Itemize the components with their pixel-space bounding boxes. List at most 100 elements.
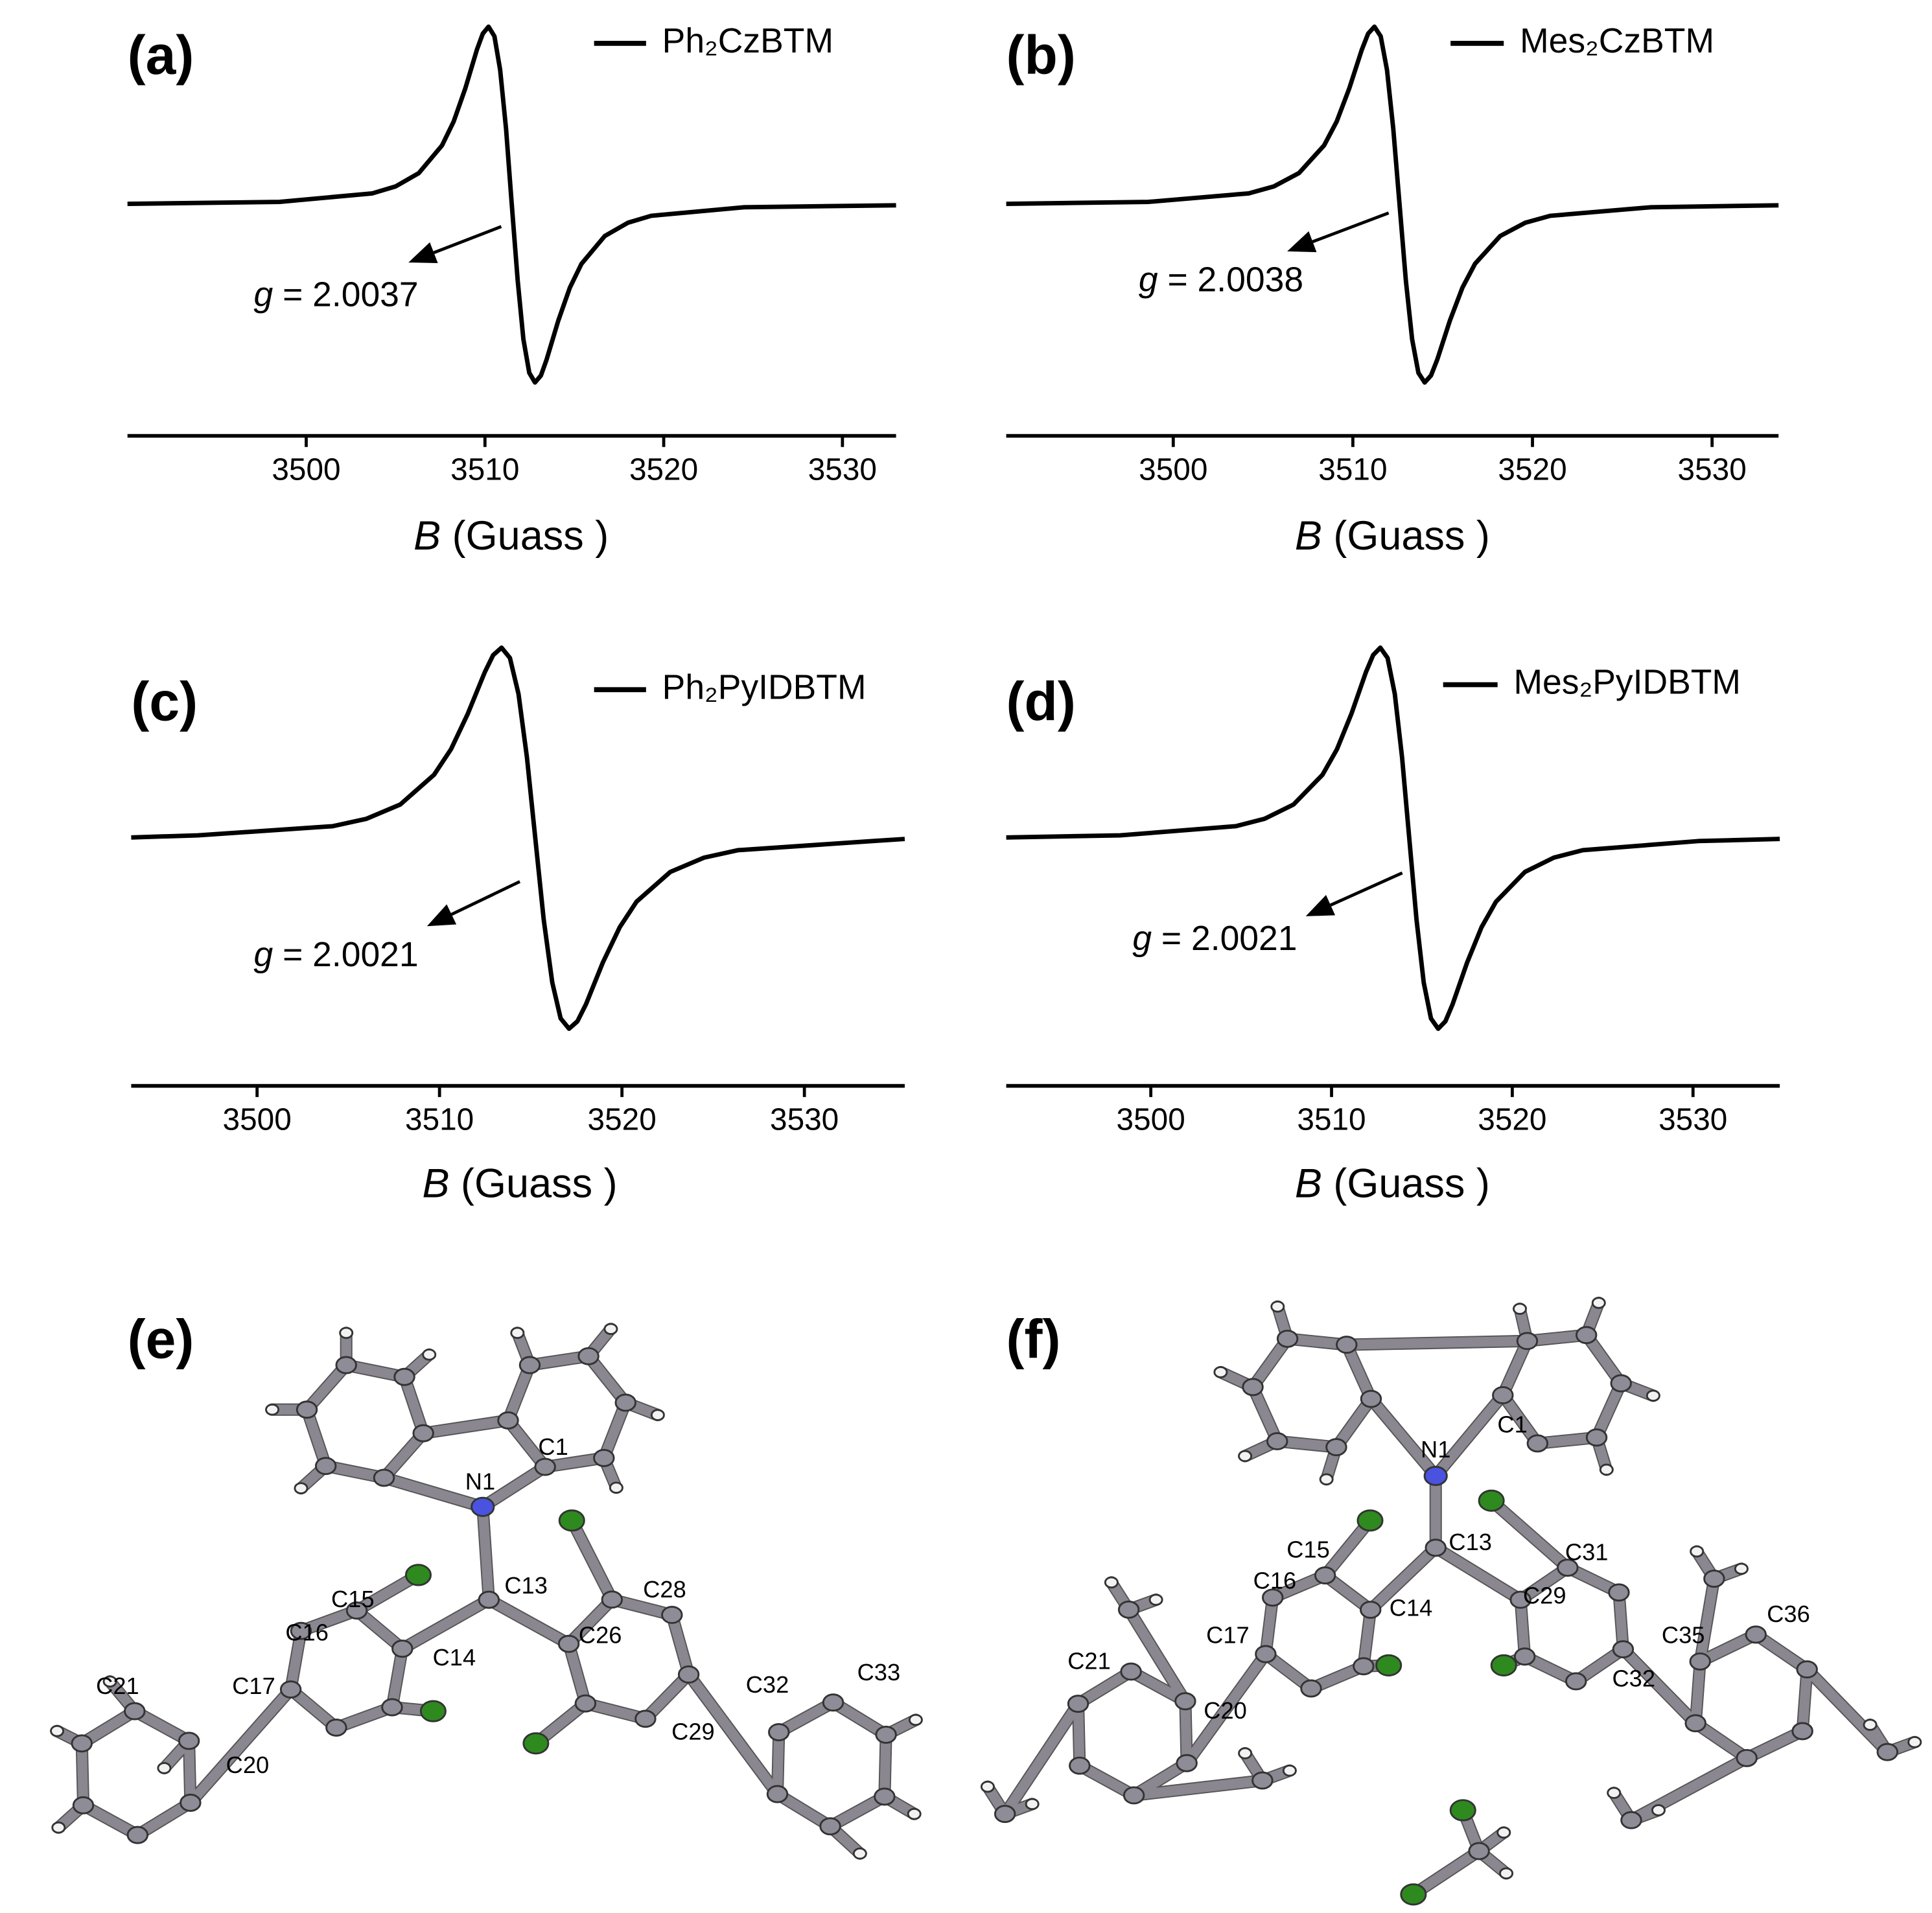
panel-label: (c)	[131, 671, 198, 732]
axis-unit: (Guass )	[461, 1161, 618, 1206]
bond	[667, 1610, 694, 1680]
arrow-shaft	[1312, 211, 1390, 244]
atom	[661, 1605, 683, 1624]
atom	[422, 1349, 437, 1361]
atom	[1585, 1428, 1608, 1447]
atom	[419, 1700, 447, 1722]
atom	[1565, 1672, 1587, 1691]
atom	[1319, 1473, 1334, 1486]
atom	[126, 1826, 149, 1844]
atom	[1684, 1714, 1706, 1733]
arrow-head	[426, 904, 457, 927]
annotation-value: = 2.0037	[283, 276, 419, 314]
atom-label: C21	[1067, 1648, 1111, 1675]
atom	[1496, 1826, 1511, 1839]
x-tick-label: 3520	[1498, 453, 1566, 487]
atom-label: C13	[504, 1572, 548, 1599]
legend-label: Ph₂CzBTM	[662, 22, 833, 60]
atom	[1876, 1743, 1898, 1761]
spectrum-line	[1006, 645, 1780, 1031]
atom	[1282, 1765, 1297, 1777]
x-axis-label: B (Guass )	[1295, 513, 1490, 559]
arrow-shaft	[450, 880, 521, 916]
atom	[1608, 1583, 1630, 1602]
atom	[1255, 1645, 1277, 1664]
atom-label: C21	[96, 1673, 139, 1699]
arrow-shaft	[1330, 871, 1403, 907]
bond	[285, 1626, 307, 1695]
atom-label: C32	[746, 1671, 789, 1698]
atom	[1375, 1654, 1402, 1676]
bond	[301, 1360, 351, 1415]
annotation: g = 2.0021	[253, 936, 418, 974]
panel-label: (a)	[128, 25, 194, 86]
atom-label: N1	[1421, 1436, 1450, 1463]
atom-label: N1	[465, 1468, 495, 1495]
bond	[418, 1415, 513, 1439]
bond	[478, 1461, 550, 1512]
bond	[1430, 1390, 1508, 1481]
atom	[294, 1482, 308, 1494]
atom	[393, 1367, 415, 1386]
panel-label: (e)	[128, 1308, 194, 1369]
atom	[178, 1732, 200, 1750]
x-axis-label: B (Guass )	[423, 1161, 618, 1206]
atom	[1478, 1489, 1505, 1512]
bond	[1366, 1394, 1441, 1481]
atom	[1242, 1378, 1264, 1397]
bond	[1695, 1573, 1719, 1667]
atom	[345, 1601, 368, 1620]
panel-label: (b)	[1007, 25, 1076, 86]
atom-label: C29	[1523, 1582, 1566, 1608]
atom	[279, 1680, 302, 1699]
atom-label: C17	[232, 1673, 275, 1699]
atom	[180, 1793, 202, 1812]
atom	[325, 1718, 347, 1737]
atom	[601, 1590, 623, 1609]
atom	[1025, 1798, 1040, 1811]
atom	[577, 1347, 599, 1365]
atom	[1356, 1509, 1384, 1532]
atom	[1513, 1647, 1536, 1666]
atom	[1360, 1601, 1382, 1619]
atom	[557, 1634, 580, 1653]
atom	[822, 1693, 844, 1712]
axis-unit: (Guass )	[1333, 513, 1490, 559]
bond	[1618, 1644, 1701, 1728]
bond	[378, 1472, 488, 1512]
atom-label: C13	[1449, 1529, 1492, 1555]
bond	[772, 1727, 784, 1800]
atom	[1907, 1736, 1922, 1748]
axis-unit: (Guass )	[452, 513, 609, 559]
x-tick-label: 3510	[450, 453, 519, 487]
bond	[1797, 1664, 1812, 1736]
atom	[1526, 1434, 1549, 1453]
bond	[1614, 1587, 1629, 1654]
atom	[1734, 1562, 1749, 1575]
atom	[381, 1698, 403, 1717]
bond	[183, 1735, 196, 1808]
spectrum-line	[131, 645, 905, 1031]
bond	[1581, 1330, 1626, 1389]
x-tick-label: 3510	[1297, 1103, 1366, 1137]
bond	[1408, 1846, 1484, 1899]
atom	[1509, 1590, 1531, 1609]
atom	[634, 1710, 657, 1728]
x-tick-label: 3510	[1318, 453, 1387, 487]
atom	[1276, 1329, 1299, 1348]
atom	[1314, 1566, 1336, 1585]
atom	[518, 1356, 541, 1374]
axis-symbol: B	[1295, 513, 1322, 559]
atom	[819, 1817, 841, 1836]
atom	[1266, 1432, 1288, 1450]
atom	[412, 1424, 434, 1443]
atom	[1123, 1786, 1145, 1805]
atom	[1607, 1787, 1622, 1799]
bond	[503, 1360, 535, 1426]
bond	[1366, 1542, 1441, 1615]
atom	[478, 1590, 500, 1609]
atom-label: C20	[226, 1752, 270, 1778]
atom	[1575, 1326, 1598, 1345]
atom-label: C14	[1390, 1594, 1433, 1621]
